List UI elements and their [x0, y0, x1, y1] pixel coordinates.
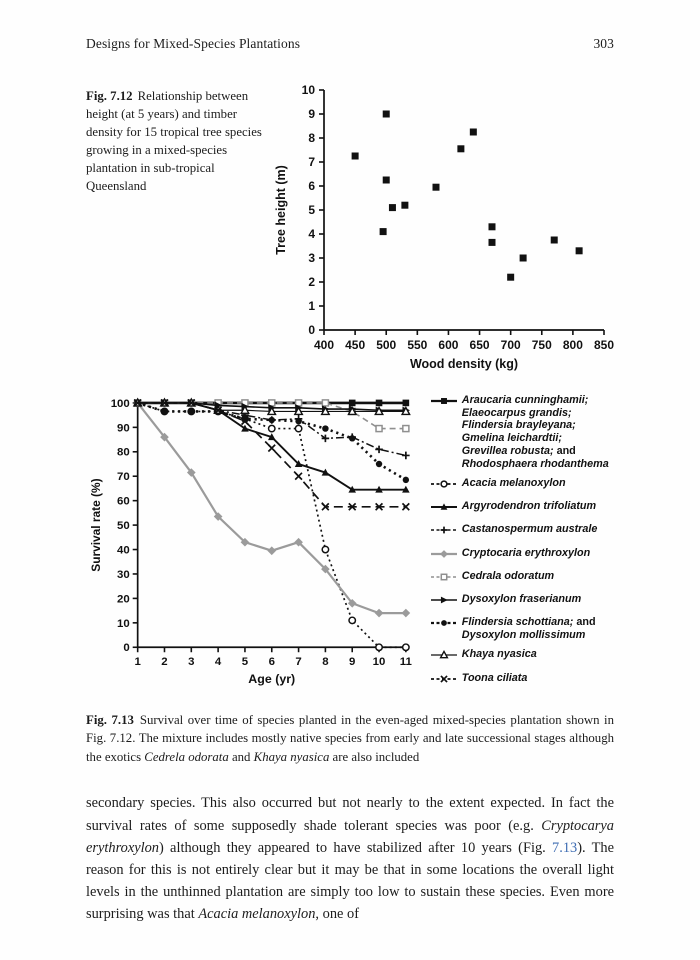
svg-text:60: 60	[117, 496, 130, 508]
page-number: 303	[593, 36, 614, 51]
svg-text:Age (yr): Age (yr)	[248, 672, 295, 686]
scatter-chart: 0 1 2 3 4 5 6 7 8 9 10 400 450 500 550 600 650 700 750 800 8…	[274, 83, 614, 371]
svg-text:80: 80	[117, 447, 130, 459]
legend-item: Dysoxylon fraserianum	[430, 593, 690, 610]
legend-item: Khaya nyasica	[430, 648, 690, 665]
legend-label: Toona ciliata	[461, 671, 528, 684]
svg-text:6: 6	[269, 656, 275, 668]
legend-marker-icon	[430, 547, 462, 564]
svg-text:30: 30	[117, 569, 130, 581]
legend-marker-icon	[430, 648, 462, 665]
svg-text:10: 10	[373, 656, 386, 668]
svg-text:450: 450	[345, 338, 365, 352]
svg-text:0: 0	[308, 323, 315, 337]
svg-text:6: 6	[308, 179, 315, 193]
svg-text:750: 750	[532, 338, 552, 352]
svg-text:Tree height (m): Tree height (m)	[274, 165, 288, 255]
svg-text:5: 5	[242, 656, 249, 668]
svg-text:650: 650	[470, 338, 490, 352]
svg-text:800: 800	[563, 338, 583, 352]
svg-text:2: 2	[308, 275, 315, 289]
svg-text:4: 4	[308, 227, 315, 241]
legend-item: Cryptocaria erythroxylon	[430, 547, 690, 564]
svg-text:90: 90	[117, 422, 130, 434]
body-paragraph: secondary species. This also occurred bu…	[86, 795, 614, 923]
svg-text:8: 8	[308, 131, 315, 145]
chart-legend: Araucaria cunninghamii; Elaeocarpus grand…	[430, 390, 690, 695]
page-header: Designs for Mixed-Species Plantations 30…	[0, 0, 700, 52]
svg-text:2: 2	[161, 656, 167, 668]
legend-item: Toona ciliata	[430, 672, 690, 689]
legend-label: Khaya nyasica	[461, 648, 537, 661]
svg-text:400: 400	[314, 338, 334, 352]
svg-text:100: 100	[111, 398, 130, 410]
svg-text:7: 7	[295, 656, 301, 668]
fig713-caption: Fig. 7.13 Survival over time of species p…	[86, 711, 614, 767]
running-title: Designs for Mixed-Species Plantations	[86, 36, 301, 51]
legend-marker-icon	[430, 477, 462, 494]
legend-item: Acacia melanoxylon	[430, 477, 690, 494]
legend-item: Cedrala odoratum	[430, 570, 690, 587]
svg-text:20: 20	[117, 593, 130, 605]
fig712-caption-label: Fig. 7.12	[86, 89, 133, 103]
svg-text:40: 40	[117, 545, 130, 557]
svg-text:700: 700	[501, 338, 521, 352]
svg-text:3: 3	[188, 656, 194, 668]
figure-7-12: Fig. 7.12 Relationship between height (at…	[86, 82, 640, 376]
legend-label: Araucaria cunninghamii; Elaeocarpus grand…	[461, 394, 609, 470]
svg-text:600: 600	[438, 338, 458, 352]
fig713-caption-label: Fig. 7.13	[86, 712, 134, 727]
legend-label: Cryptocaria erythroxylon	[461, 546, 591, 559]
svg-text:5: 5	[308, 203, 315, 217]
legend-label: Castanospermum australe	[461, 523, 598, 536]
fig-7-13-link[interactable]: 7.13	[552, 839, 578, 856]
fig712-caption-text: Relationship between height (at 5 years)…	[86, 89, 262, 193]
fig713-caption-text: Survival over time of species planted in…	[86, 712, 614, 764]
svg-text:Wood density (kg): Wood density (kg)	[410, 357, 518, 371]
legend-label: Dysoxylon fraserianum	[461, 593, 582, 606]
svg-text:9: 9	[308, 107, 315, 121]
svg-text:0: 0	[123, 642, 129, 654]
svg-text:11: 11	[400, 656, 413, 668]
legend-marker-icon	[430, 593, 462, 610]
figure-7-13: 0 10 20 30 40 50 60 70 80 90 100 1 2 3 4 5 6 7 8 9 10 11 Age (…	[88, 390, 690, 695]
svg-text:8: 8	[322, 656, 328, 668]
svg-text:1: 1	[308, 299, 315, 313]
legend-marker-icon	[430, 570, 462, 587]
legend-marker-icon	[430, 616, 462, 641]
legend-label: Acacia melanoxylon	[461, 476, 566, 489]
svg-text:10: 10	[117, 618, 130, 630]
legend-label: Flindersia schottiana; and Dysoxylon moll…	[461, 616, 596, 642]
svg-text:3: 3	[308, 251, 315, 265]
svg-text:850: 850	[594, 338, 614, 352]
svg-text:9: 9	[349, 656, 355, 668]
legend-label: Argyrodendron trifoliatum	[461, 500, 597, 513]
fig712-caption: Fig. 7.12 Relationship between height (at…	[86, 82, 272, 376]
legend-marker-icon	[430, 500, 462, 517]
svg-text:Survival rate (%): Survival rate (%)	[89, 478, 103, 571]
legend-item: Araucaria cunninghamii; Elaeocarpus grand…	[430, 394, 690, 470]
svg-text:550: 550	[407, 338, 427, 352]
legend-item: Flindersia schottiana; and Dysoxylon moll…	[430, 616, 690, 641]
svg-text:7: 7	[308, 155, 315, 169]
legend-label: Cedrala odoratum	[461, 569, 555, 582]
survival-line-chart: 0 10 20 30 40 50 60 70 80 90 100 1 2 3 4 5 6 7 8 9 10 11 Age (…	[89, 397, 413, 686]
legend-item: Castanospermum australe	[430, 523, 690, 540]
legend-marker-icon	[430, 523, 462, 540]
legend-marker-icon	[430, 394, 462, 470]
legend-marker-icon	[430, 672, 462, 689]
svg-text:1: 1	[134, 656, 141, 668]
legend-item: Argyrodendron trifoliatum	[430, 500, 690, 517]
svg-text:4: 4	[215, 656, 222, 668]
svg-text:10: 10	[302, 83, 316, 97]
svg-text:500: 500	[376, 338, 396, 352]
svg-text:70: 70	[117, 471, 130, 483]
svg-text:50: 50	[117, 520, 130, 532]
